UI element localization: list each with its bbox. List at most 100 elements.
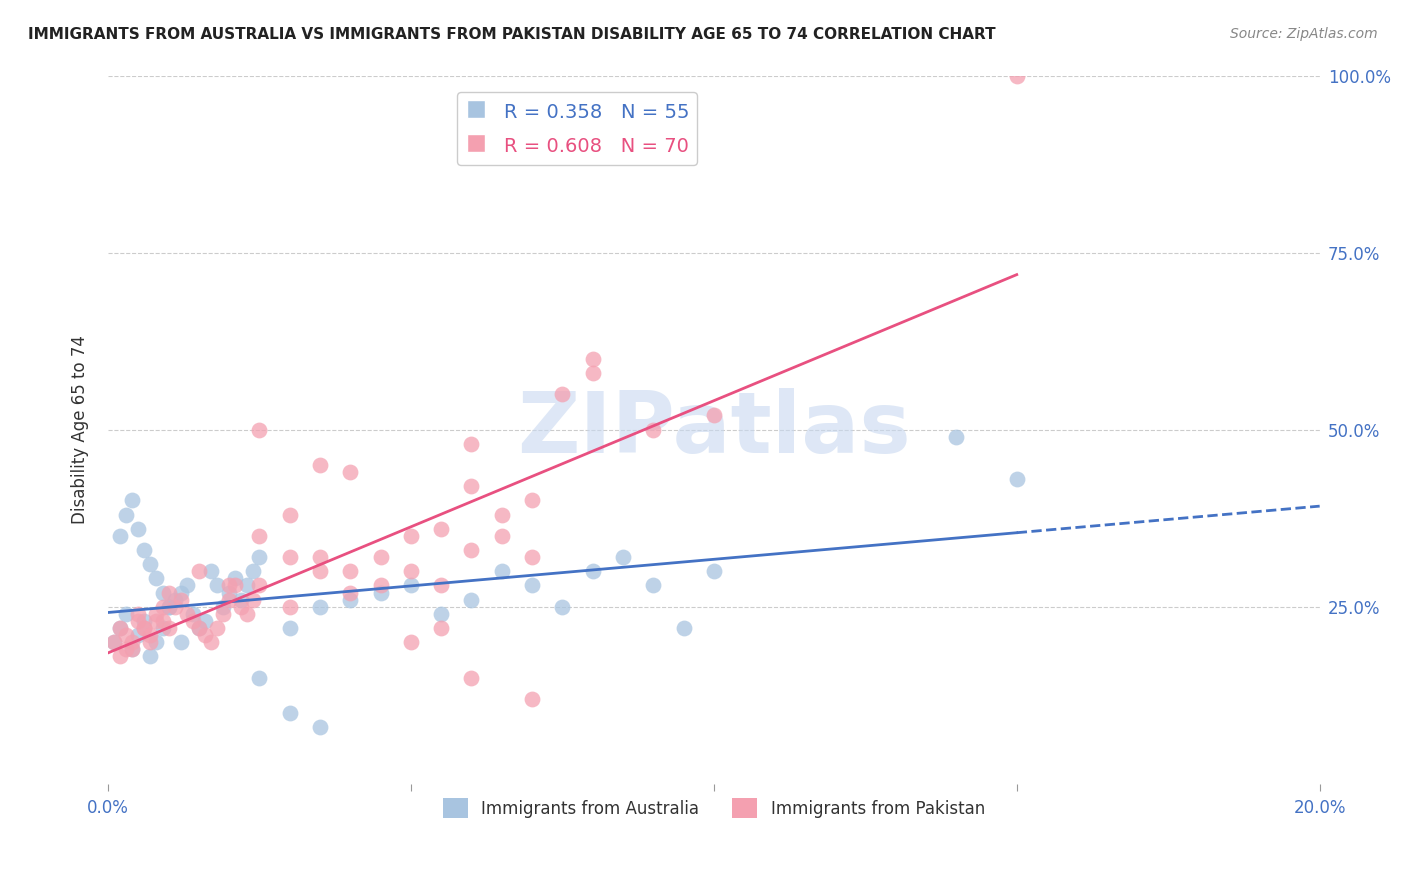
Point: [339, 585, 361, 599]
Point: [139, 649, 162, 664]
Point: [520, 691, 543, 706]
Point: [152, 599, 174, 614]
Point: [163, 599, 186, 614]
Point: [249, 671, 271, 685]
Point: [194, 614, 217, 628]
Point: [399, 578, 422, 592]
Point: [249, 550, 271, 565]
Point: [200, 564, 222, 578]
Point: [430, 621, 453, 635]
Point: [339, 592, 361, 607]
Point: [134, 621, 156, 635]
Point: [339, 564, 361, 578]
Point: [370, 550, 392, 565]
Point: [181, 614, 204, 628]
Point: [551, 387, 574, 401]
Point: [231, 592, 253, 607]
Point: [249, 529, 271, 543]
Point: [121, 635, 143, 649]
Point: [157, 585, 180, 599]
Point: [115, 607, 138, 621]
Point: [194, 628, 217, 642]
Point: [205, 621, 228, 635]
Point: [430, 522, 453, 536]
Point: [139, 635, 162, 649]
Point: [278, 706, 301, 720]
Text: ZIPatlas: ZIPatlas: [517, 388, 911, 471]
Point: [491, 508, 513, 522]
Point: [157, 599, 180, 614]
Point: [236, 607, 259, 621]
Point: [309, 564, 332, 578]
Point: [249, 578, 271, 592]
Point: [520, 493, 543, 508]
Point: [460, 592, 482, 607]
Point: [181, 607, 204, 621]
Point: [491, 564, 513, 578]
Point: [121, 642, 143, 657]
Point: [224, 578, 246, 592]
Point: [278, 599, 301, 614]
Point: [200, 635, 222, 649]
Point: [145, 607, 167, 621]
Point: [152, 614, 174, 628]
Point: [115, 642, 138, 657]
Point: [108, 621, 131, 635]
Point: [115, 508, 138, 522]
Point: [370, 585, 392, 599]
Point: [399, 529, 422, 543]
Point: [163, 592, 186, 607]
Point: [242, 564, 264, 578]
Point: [242, 592, 264, 607]
Point: [145, 614, 167, 628]
Point: [582, 564, 605, 578]
Point: [520, 550, 543, 565]
Point: [108, 621, 131, 635]
Point: [520, 578, 543, 592]
Point: [224, 571, 246, 585]
Point: [212, 599, 235, 614]
Point: [278, 508, 301, 522]
Point: [218, 592, 240, 607]
Point: [370, 578, 392, 592]
Point: [139, 557, 162, 571]
Y-axis label: Disability Age 65 to 74: Disability Age 65 to 74: [72, 335, 89, 524]
Point: [157, 621, 180, 635]
Point: [278, 621, 301, 635]
Point: [1005, 472, 1028, 486]
Point: [134, 543, 156, 558]
Point: [205, 578, 228, 592]
Point: [127, 628, 149, 642]
Point: [582, 366, 605, 380]
Point: [399, 635, 422, 649]
Point: [278, 550, 301, 565]
Point: [703, 409, 725, 423]
Point: [339, 465, 361, 479]
Point: [187, 564, 209, 578]
Point: [430, 607, 453, 621]
Point: [121, 642, 143, 657]
Point: [103, 635, 125, 649]
Point: [1005, 69, 1028, 83]
Point: [643, 423, 665, 437]
Point: [491, 529, 513, 543]
Point: [145, 571, 167, 585]
Point: [145, 635, 167, 649]
Point: [176, 607, 198, 621]
Point: [460, 671, 482, 685]
Point: [612, 550, 634, 565]
Point: [187, 621, 209, 635]
Point: [115, 628, 138, 642]
Point: [309, 599, 332, 614]
Point: [121, 493, 143, 508]
Point: [134, 614, 156, 628]
Point: [157, 599, 180, 614]
Point: [218, 585, 240, 599]
Point: [309, 458, 332, 472]
Point: [170, 585, 193, 599]
Point: [127, 607, 149, 621]
Point: [460, 479, 482, 493]
Point: [218, 578, 240, 592]
Point: [170, 635, 193, 649]
Point: [551, 599, 574, 614]
